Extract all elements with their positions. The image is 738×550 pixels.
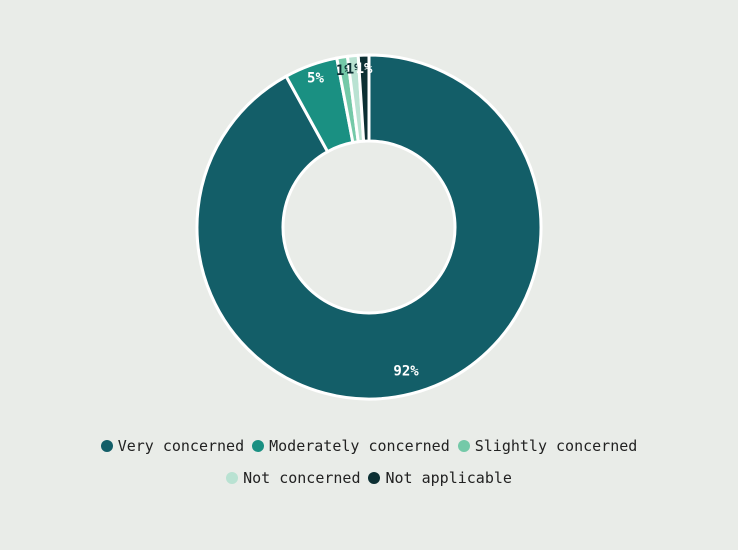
legend-item: Very concerned — [100, 436, 245, 456]
slice — [195, 53, 543, 401]
legend-label: Slightly concerned — [474, 437, 638, 455]
legend: Very concerned Moderately concerned Slight… — [89, 436, 649, 488]
chart: 92%5% 1%1%1% — [195, 53, 543, 401]
data-label: 92% — [393, 363, 419, 379]
data-label: 1% — [356, 61, 373, 77]
legend-marker — [252, 440, 265, 452]
legend-marker — [368, 472, 381, 484]
legend-label: Not concerned — [243, 469, 361, 487]
legend-item: Not concerned — [226, 468, 360, 488]
legend-marker — [226, 472, 239, 484]
legend-item: Slightly concerned — [457, 436, 638, 456]
legend-item: Moderately concerned — [252, 436, 450, 456]
legend-label: Very concerned — [117, 437, 245, 455]
slice — [356, 53, 371, 143]
legend-marker — [100, 440, 113, 452]
data-label: 5% — [307, 70, 324, 86]
legend-label: Not applicable — [385, 469, 512, 487]
legend-label: Moderately concerned — [269, 437, 450, 455]
legend-item: Not applicable — [368, 468, 512, 488]
legend-marker — [457, 440, 470, 452]
